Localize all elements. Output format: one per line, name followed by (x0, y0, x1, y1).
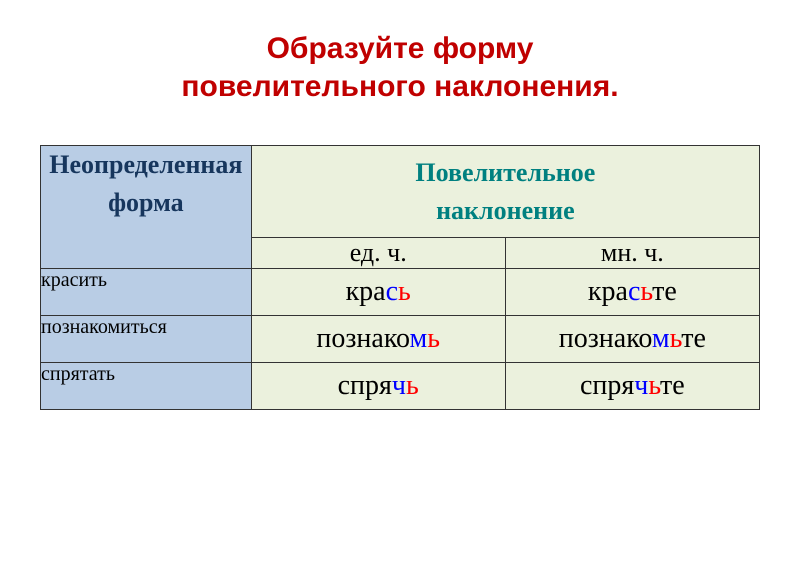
word-segment: м (652, 323, 670, 354)
title-line-2: повелительного наклонения. (181, 70, 618, 103)
word-segment: ч (392, 370, 406, 401)
table-row: спрятать спрячь спрячьте (41, 363, 760, 410)
plural-cell: красьте (505, 269, 759, 316)
word-segment: с (386, 276, 398, 307)
word-segment: те (652, 276, 677, 307)
word-segment: спря (580, 370, 634, 401)
infinitive-cell: познакомиться (41, 316, 252, 363)
header-right-line2: наклонение (436, 196, 575, 225)
subheader-singular: ед. ч. (251, 238, 505, 269)
word-segment: с (628, 276, 640, 307)
header-row-1: Неопределенная форма Повелительное накло… (41, 146, 760, 238)
header-infinitive: Неопределенная форма (41, 146, 252, 269)
header-imperative: Повелительное наклонение (251, 146, 759, 238)
table-row: красить крась красьте (41, 269, 760, 316)
word-segment: ь (398, 276, 411, 307)
word-segment: ь (648, 370, 660, 401)
infinitive-cell: красить (41, 269, 252, 316)
word-segment: спря (338, 370, 392, 401)
grammar-table: Неопределенная форма Повелительное накло… (40, 145, 760, 410)
page-title: Образуйте форму повелительного наклонени… (40, 30, 760, 105)
word-segment: кра (346, 276, 386, 307)
infinitive-cell: спрятать (41, 363, 252, 410)
word-segment: познако (316, 323, 409, 354)
word-segment: ч (634, 370, 648, 401)
plural-cell: познакомьте (505, 316, 759, 363)
word-segment: ь (670, 323, 682, 354)
word-segment: кра (588, 276, 628, 307)
header-left-line2: форма (108, 188, 184, 217)
word-segment: м (410, 323, 428, 354)
word-segment: ь (406, 370, 419, 401)
singular-cell: познакомь (251, 316, 505, 363)
word-segment: ь (427, 323, 440, 354)
subheader-plural: мн. ч. (505, 238, 759, 269)
header-left-line1: Неопределенная (49, 150, 242, 179)
table-row: познакомиться познакомь познакомьте (41, 316, 760, 363)
word-segment: ь (640, 276, 652, 307)
word-segment: те (681, 323, 706, 354)
word-segment: познако (559, 323, 652, 354)
plural-cell: спрячьте (505, 363, 759, 410)
singular-cell: спрячь (251, 363, 505, 410)
header-right-line1: Повелительное (415, 158, 595, 187)
word-segment: те (660, 370, 685, 401)
title-line-1: Образуйте форму (267, 32, 534, 65)
singular-cell: крась (251, 269, 505, 316)
